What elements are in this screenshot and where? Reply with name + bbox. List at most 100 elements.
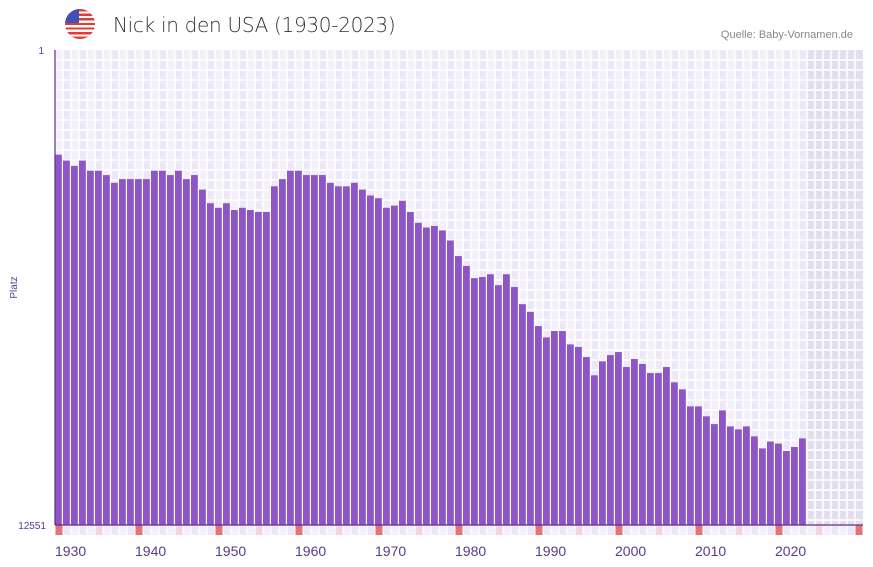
grid-column	[855, 50, 863, 525]
grid-column	[695, 50, 703, 525]
year-marker-2011	[703, 525, 711, 535]
grid-column	[527, 50, 535, 525]
bar-1986	[503, 274, 510, 525]
year-marker-2027	[831, 525, 839, 535]
year-marker-1995	[575, 525, 583, 535]
bar-1938	[119, 179, 126, 526]
grid-column	[735, 50, 743, 525]
year-marker-1940	[135, 525, 143, 535]
grid-column	[775, 50, 783, 525]
year-marker-1993	[559, 525, 567, 535]
grid-column	[743, 50, 751, 525]
bar-2018	[759, 448, 766, 525]
grid-column	[823, 50, 831, 525]
year-marker-1984	[487, 525, 495, 535]
bar-1958	[279, 179, 286, 526]
bar-1948	[199, 189, 206, 525]
bar-1959	[287, 170, 294, 526]
bar-1971	[383, 207, 390, 526]
grid-column	[623, 50, 631, 525]
year-marker-1958	[279, 525, 287, 535]
year-marker-2028	[839, 525, 847, 535]
bar-1962	[311, 175, 318, 525]
bar-1932	[71, 165, 78, 525]
grid-column	[767, 50, 775, 525]
year-marker-1961	[303, 525, 311, 535]
year-marker-1944	[167, 525, 175, 535]
year-marker-1954	[247, 525, 255, 535]
bar-1963	[319, 175, 326, 525]
year-markers	[55, 525, 863, 535]
bar-1976	[423, 227, 430, 525]
year-marker-2003	[639, 525, 647, 535]
bar-1961	[303, 175, 310, 525]
bar-2014	[727, 426, 734, 525]
grid-column	[639, 50, 647, 525]
chart-title: Nick in den USA (1930-2023)	[113, 13, 396, 37]
year-marker-1988	[519, 525, 527, 535]
bar-1998	[599, 361, 606, 525]
bar-1999	[607, 355, 614, 525]
x-tick-label: 1930	[55, 543, 86, 559]
grid-column	[671, 50, 679, 525]
year-marker-1950	[215, 525, 223, 535]
bar-1997	[591, 375, 598, 525]
bar-1996	[583, 357, 590, 525]
bar-1930	[55, 154, 62, 525]
bar-1953	[239, 207, 246, 526]
year-marker-2000	[615, 525, 623, 535]
grid-column	[791, 50, 799, 525]
year-marker-1999	[607, 525, 615, 535]
year-marker-1938	[119, 525, 127, 535]
grid-column	[631, 50, 639, 525]
year-marker-2009	[687, 525, 695, 535]
year-marker-1952	[231, 525, 239, 535]
bar-2005	[655, 373, 662, 525]
year-marker-1953	[239, 525, 247, 535]
year-marker-1963	[319, 525, 327, 535]
year-marker-1972	[391, 525, 399, 535]
bar-1946	[183, 179, 190, 526]
bar-1980	[455, 256, 462, 525]
year-marker-1959	[287, 525, 295, 535]
year-marker-2029	[847, 525, 855, 535]
year-marker-1936	[103, 525, 111, 535]
year-marker-1983	[479, 525, 487, 535]
bar-1937	[111, 182, 118, 526]
year-marker-1947	[191, 525, 199, 535]
year-marker-2016	[743, 525, 751, 535]
bar-2023	[799, 438, 806, 525]
bar-1992	[551, 331, 558, 525]
grid-column	[711, 50, 719, 525]
bar-1967	[351, 182, 358, 526]
bar-1940	[135, 179, 142, 526]
year-marker-1978	[439, 525, 447, 535]
year-marker-1937	[111, 525, 119, 535]
grid-column	[751, 50, 759, 525]
grid-column	[839, 50, 847, 525]
year-marker-2012	[711, 525, 719, 535]
year-marker-1989	[527, 525, 535, 535]
bar-1960	[295, 170, 302, 526]
year-marker-1942	[151, 525, 159, 535]
bar-2021	[783, 450, 790, 525]
year-marker-2021	[783, 525, 791, 535]
year-marker-1971	[383, 525, 391, 535]
year-marker-2018	[759, 525, 767, 535]
bars	[55, 154, 806, 526]
year-marker-2014	[727, 525, 735, 535]
grid-column	[647, 50, 655, 525]
grid-column	[807, 50, 815, 525]
grid-column	[703, 50, 711, 525]
bar-1981	[463, 265, 470, 525]
x-tick-label: 1980	[455, 543, 486, 559]
year-marker-1945	[175, 525, 183, 535]
grid-column	[615, 50, 623, 525]
bar-1952	[231, 209, 238, 525]
year-marker-2017	[751, 525, 759, 535]
year-marker-1957	[271, 525, 279, 535]
y-axis-label: Platz	[9, 276, 20, 298]
bar-2012	[711, 424, 718, 525]
bar-2017	[751, 436, 758, 525]
year-marker-2030	[855, 525, 863, 535]
